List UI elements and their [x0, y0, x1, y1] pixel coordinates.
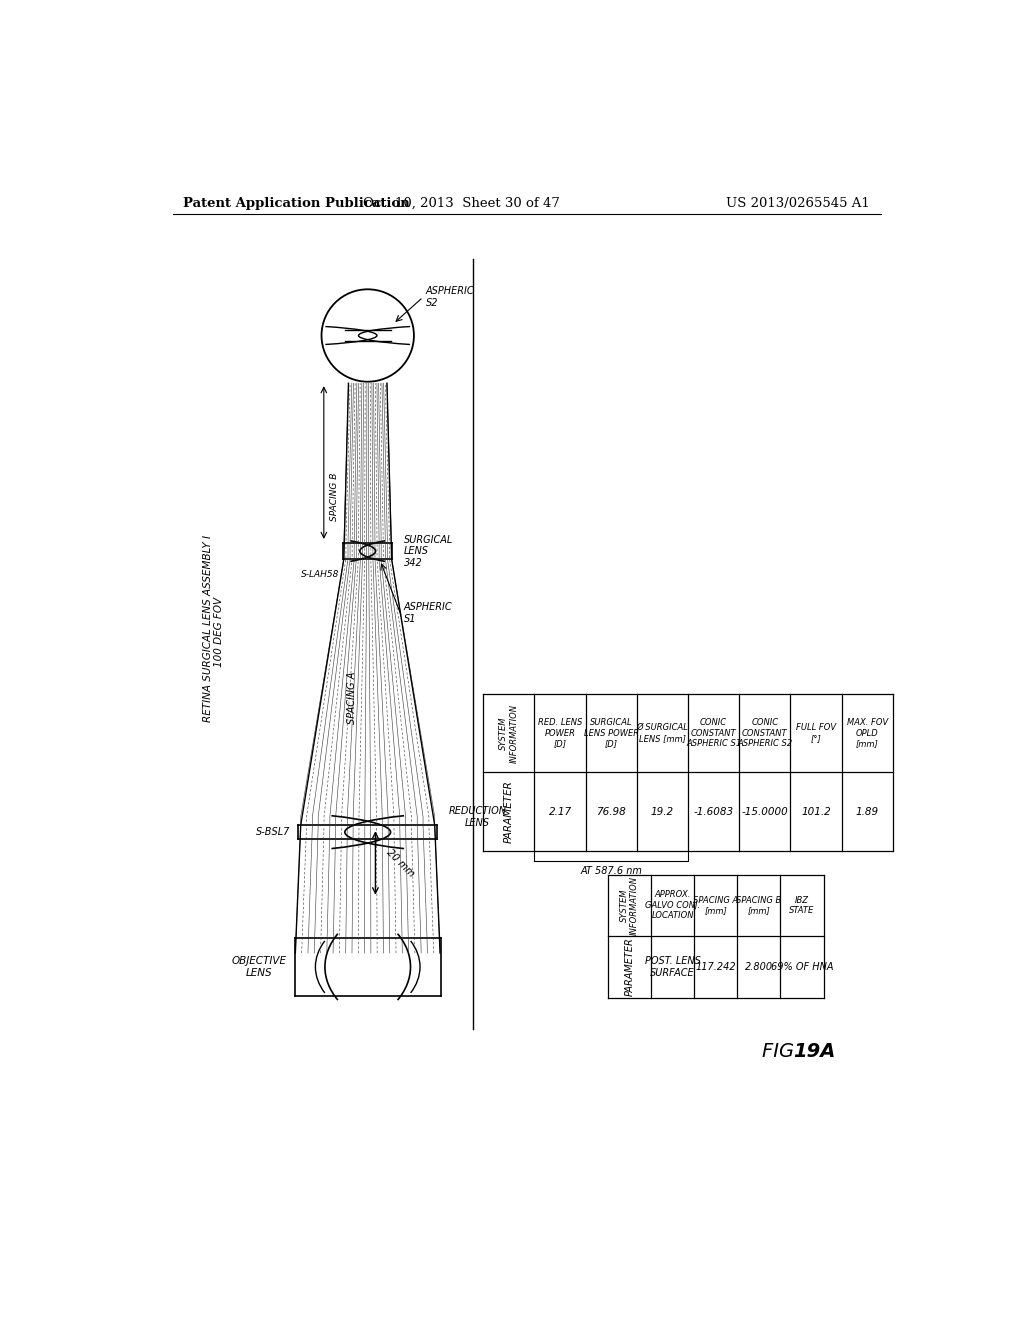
Text: PARAMETER: PARAMETER: [625, 937, 635, 997]
Text: IBZ
STATE: IBZ STATE: [790, 895, 815, 915]
Text: OBJECTIVE
LENS: OBJECTIVE LENS: [231, 956, 287, 978]
Text: SPACING B
[mm]: SPACING B [mm]: [736, 895, 781, 915]
Text: Oct. 10, 2013  Sheet 30 of 47: Oct. 10, 2013 Sheet 30 of 47: [364, 197, 560, 210]
Text: FULL FOV
[°]: FULL FOV [°]: [796, 723, 837, 743]
Text: PARAMETER: PARAMETER: [504, 780, 514, 843]
Text: S-BSL7: S-BSL7: [256, 828, 291, 837]
Text: Ø SURGICAL
LENS [mm]: Ø SURGICAL LENS [mm]: [637, 723, 688, 743]
Text: -1.6083: -1.6083: [693, 807, 734, 817]
Text: CONIC
CONSTANT
ASPHERIC S2: CONIC CONSTANT ASPHERIC S2: [737, 718, 793, 748]
Text: SURGICAL
LENS
342: SURGICAL LENS 342: [403, 535, 454, 568]
Text: REDUCTION
LENS: REDUCTION LENS: [449, 807, 507, 828]
Text: -15.0000: -15.0000: [741, 807, 788, 817]
Text: SURGICAL
LENS POWER
[D]: SURGICAL LENS POWER [D]: [584, 718, 639, 748]
Text: MAX. FOV
OPLD
[mm]: MAX. FOV OPLD [mm]: [847, 718, 888, 748]
Text: SYSTEM
INFORMATION: SYSTEM INFORMATION: [620, 875, 639, 935]
Text: 20 mm: 20 mm: [385, 847, 416, 879]
Text: RED. LENS
POWER
[D]: RED. LENS POWER [D]: [538, 718, 583, 748]
Text: Patent Application Publication: Patent Application Publication: [183, 197, 410, 210]
Text: 2.17: 2.17: [549, 807, 571, 817]
Text: ASPHERIC
S1: ASPHERIC S1: [403, 602, 453, 623]
Text: SPACING B: SPACING B: [330, 473, 339, 521]
Text: 69% OF HNA: 69% OF HNA: [771, 962, 834, 972]
Text: 2.800: 2.800: [744, 962, 773, 972]
Text: CONIC
CONSTANT
ASPHERIC S1: CONIC CONSTANT ASPHERIC S1: [686, 718, 741, 748]
Text: SPACING A: SPACING A: [347, 671, 357, 723]
Text: AT 587.6 nm: AT 587.6 nm: [581, 866, 642, 876]
Text: ASPHERIC
S2: ASPHERIC S2: [425, 286, 474, 308]
Text: 101.2: 101.2: [801, 807, 830, 817]
Text: SPACING A
[mm]: SPACING A [mm]: [693, 895, 738, 915]
Text: 19.2: 19.2: [651, 807, 674, 817]
Text: SYSTEM
INFORMATION: SYSTEM INFORMATION: [499, 704, 518, 763]
Text: US 2013/0265545 A1: US 2013/0265545 A1: [726, 197, 869, 210]
Text: 117.242: 117.242: [695, 962, 736, 972]
Text: POST. LENS
SURFACE: POST. LENS SURFACE: [645, 956, 700, 978]
Text: 100 DEG FOV: 100 DEG FOV: [214, 597, 224, 667]
Text: FIG.: FIG.: [762, 1041, 807, 1061]
Text: RETINA SURGICAL LENS ASSEMBLY I: RETINA SURGICAL LENS ASSEMBLY I: [203, 535, 213, 722]
Text: APPROX.
GALVO CONJ.
LOCATION: APPROX. GALVO CONJ. LOCATION: [645, 891, 700, 920]
Text: 76.98: 76.98: [596, 807, 626, 817]
Text: 1.89: 1.89: [856, 807, 879, 817]
Text: 19A: 19A: [793, 1041, 836, 1061]
Text: S-LAH58: S-LAH58: [301, 570, 339, 578]
